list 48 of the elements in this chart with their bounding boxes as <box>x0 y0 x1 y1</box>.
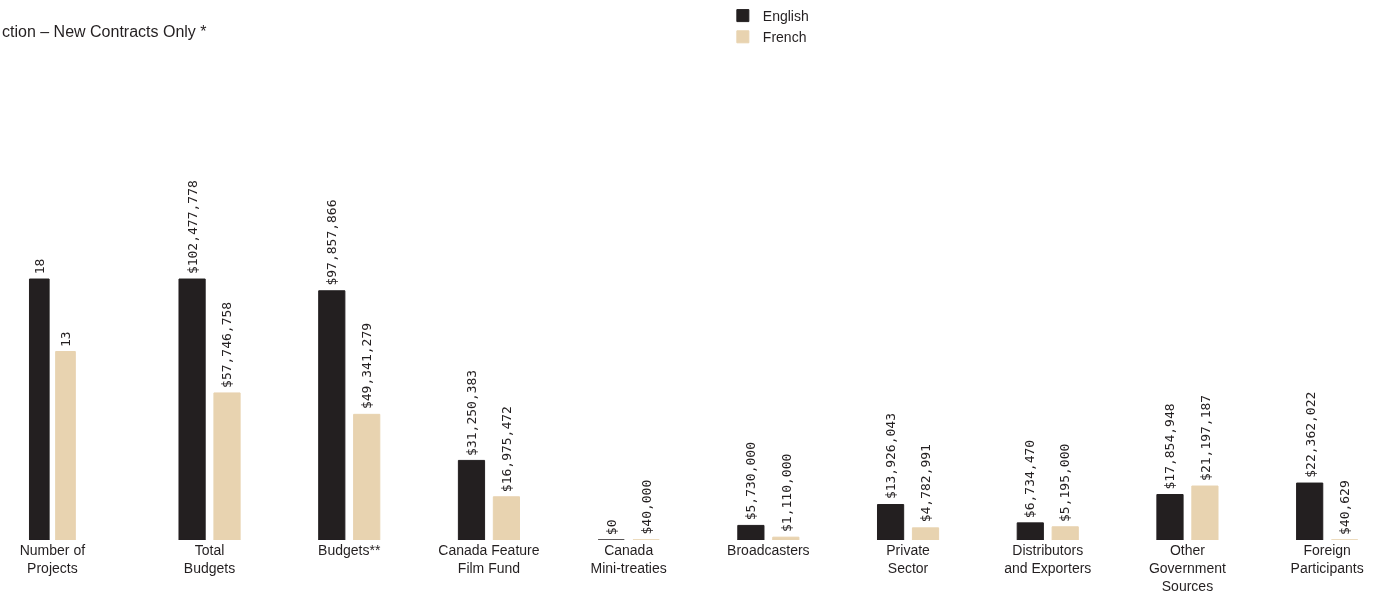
bar <box>492 496 521 540</box>
bar <box>911 527 940 540</box>
data-label: $1,110,000 <box>778 453 794 532</box>
data-label: $31,250,383 <box>464 369 480 456</box>
data-label: $4,782,991 <box>917 444 933 523</box>
data-label: $22,362,022 <box>1302 391 1318 478</box>
x-tick-label: Broadcasters <box>727 542 810 558</box>
bar <box>1051 526 1079 540</box>
x-tick-label: Total Budgets <box>183 542 236 577</box>
data-label: $97,857,866 <box>324 199 340 286</box>
bar <box>457 459 486 540</box>
x-tick-label: Canada Mini-treaties <box>590 542 667 577</box>
x-tick-label: Private Sector <box>886 542 931 577</box>
bar <box>1296 482 1324 540</box>
x-tick-label: Distributors and Exporters <box>1004 542 1092 577</box>
x-tick-label: Canada Feature Film Fund <box>438 542 540 577</box>
legend-label: English <box>762 8 809 25</box>
bar <box>213 392 241 540</box>
bar <box>178 278 206 540</box>
x-tick-label: Other Government Sources <box>1148 542 1227 595</box>
data-label: $6,734,470 <box>1022 439 1038 519</box>
data-label: $40,629 <box>1337 480 1353 536</box>
bar <box>1016 522 1044 540</box>
data-label: $21,197,187 <box>1197 394 1213 481</box>
bar <box>737 524 765 540</box>
bar <box>318 290 346 540</box>
bar <box>772 536 800 540</box>
data-label: $0 <box>604 519 620 536</box>
data-label: $17,854,948 <box>1162 403 1178 490</box>
bar <box>1156 494 1184 540</box>
data-label: $40,000 <box>638 479 654 535</box>
data-label: 13 <box>57 331 73 347</box>
x-tick-label: Foreign Participants <box>1290 542 1364 577</box>
data-label: $57,746,758 <box>219 301 235 388</box>
data-label: $102,477,778 <box>185 180 201 275</box>
data-label: 18 <box>32 258 48 275</box>
data-label: $16,975,472 <box>498 406 514 493</box>
data-label: $5,730,000 <box>743 442 759 521</box>
data-label: $5,195,000 <box>1057 443 1073 522</box>
data-label: $49,341,279 <box>359 322 375 410</box>
data-label: $13,926,043 <box>883 413 899 500</box>
bar <box>353 413 381 540</box>
legend-label: French <box>762 29 807 46</box>
bar <box>1191 485 1219 540</box>
bar <box>876 504 905 540</box>
x-tick-label: Budgets** <box>318 542 381 558</box>
chart-title: ction – New Contracts Only * <box>2 23 207 40</box>
x-tick-label: Number of Projects <box>19 542 86 577</box>
